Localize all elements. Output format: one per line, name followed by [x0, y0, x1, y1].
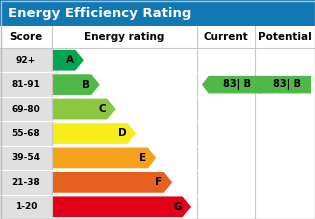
- Polygon shape: [52, 148, 156, 168]
- Text: D: D: [118, 129, 127, 138]
- Text: 81-91: 81-91: [12, 80, 40, 89]
- Text: Score: Score: [9, 32, 43, 42]
- Text: E: E: [139, 153, 146, 163]
- Text: Current: Current: [203, 32, 249, 42]
- Text: Energy Efficiency Rating: Energy Efficiency Rating: [8, 7, 192, 19]
- Text: Energy rating: Energy rating: [84, 32, 165, 42]
- Bar: [0, 48, 52, 72]
- Text: 83| B: 83| B: [223, 79, 251, 90]
- Text: 1-20: 1-20: [15, 202, 37, 211]
- Text: 55-68: 55-68: [12, 129, 40, 138]
- Text: Potential: Potential: [258, 32, 312, 42]
- Polygon shape: [52, 123, 136, 144]
- Text: G: G: [173, 202, 182, 212]
- Bar: [0, 146, 52, 170]
- Bar: [0, 194, 52, 219]
- Text: 21-38: 21-38: [12, 178, 40, 187]
- Text: F: F: [155, 177, 162, 187]
- Polygon shape: [52, 74, 100, 95]
- Bar: [0, 170, 52, 194]
- Text: C: C: [98, 104, 106, 114]
- Bar: [0, 121, 52, 146]
- Polygon shape: [202, 76, 261, 94]
- Bar: [0, 26, 315, 219]
- Bar: [0, 97, 52, 121]
- Text: A: A: [66, 55, 74, 65]
- Text: 83| B: 83| B: [273, 79, 301, 90]
- Polygon shape: [52, 50, 84, 71]
- Polygon shape: [252, 76, 311, 94]
- Polygon shape: [52, 172, 172, 193]
- Text: 39-54: 39-54: [11, 154, 41, 162]
- Bar: [0, 72, 52, 97]
- Text: 69-80: 69-80: [12, 104, 40, 114]
- Text: B: B: [82, 80, 90, 90]
- Polygon shape: [52, 196, 191, 217]
- Bar: [0, 0, 315, 26]
- Polygon shape: [52, 99, 116, 119]
- Text: 92+: 92+: [16, 56, 36, 65]
